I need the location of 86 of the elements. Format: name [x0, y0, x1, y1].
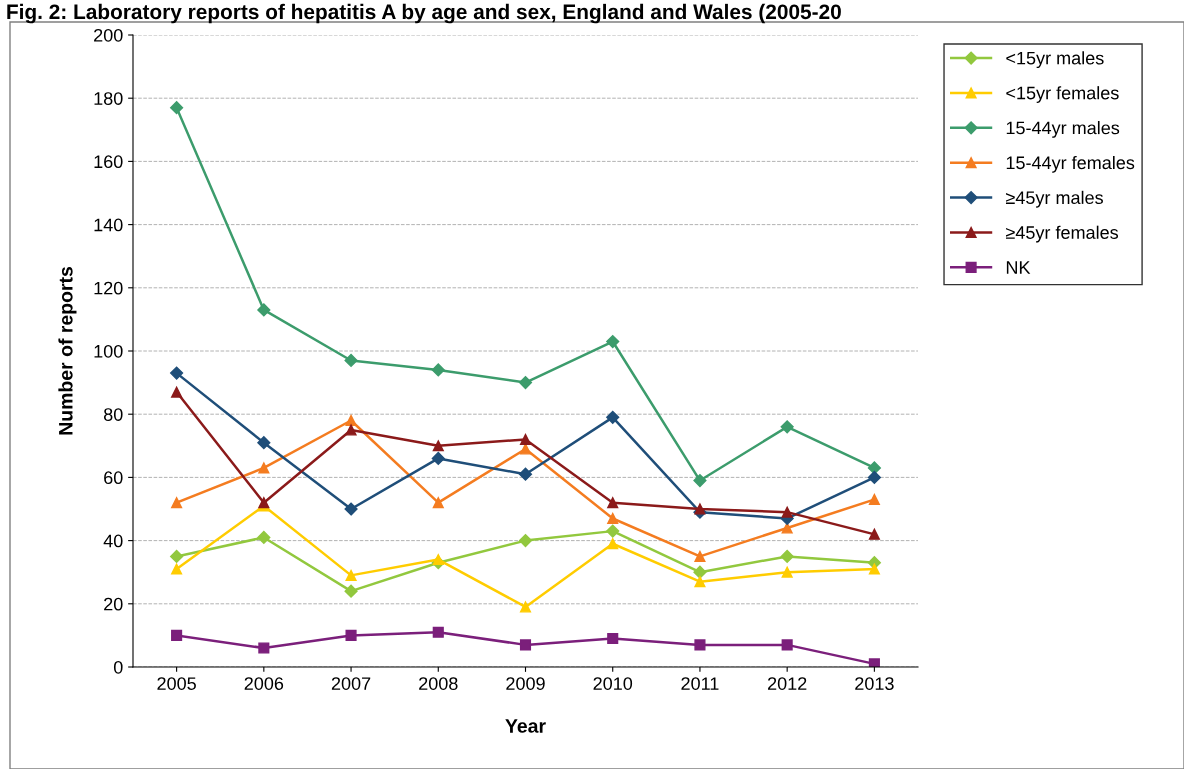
point: [345, 424, 357, 436]
y-tick-label: 60: [104, 471, 123, 485]
y-tick-label: 200: [94, 28, 123, 42]
point: [606, 334, 620, 349]
point: [170, 549, 184, 563]
point: [519, 601, 532, 613]
point: [170, 366, 184, 380]
y-tick-label: 20: [104, 597, 123, 611]
x-tick-label: 2010: [593, 677, 633, 690]
x-tick-label: 2012: [767, 677, 807, 690]
x-tick-label: 2011: [681, 677, 719, 690]
point: [780, 420, 794, 434]
point: [694, 576, 706, 588]
point: [344, 584, 358, 598]
point: [607, 512, 619, 525]
point: [519, 433, 532, 446]
point: [170, 101, 184, 115]
point: [693, 473, 707, 488]
point: [432, 440, 444, 452]
point: [519, 639, 532, 651]
point: [868, 563, 880, 575]
y-tick-label: 80: [103, 408, 123, 421]
point: [431, 363, 445, 377]
point: [345, 629, 357, 641]
legend-label: 15-44yr males: [1006, 121, 1120, 138]
y-tick-label: 160: [94, 155, 123, 169]
point: [867, 470, 881, 484]
point: [607, 497, 619, 509]
y-tick-label: 0: [113, 660, 123, 674]
point: [518, 467, 533, 481]
legend-label: ≥45yr females: [1005, 225, 1119, 243]
point: [258, 462, 270, 474]
point: [171, 497, 183, 509]
point: [781, 639, 793, 651]
y-tick-label: 100: [94, 344, 123, 358]
x-tick-label: 2009: [506, 677, 545, 690]
y-tick-label: 140: [94, 218, 123, 232]
point: [780, 549, 794, 563]
legend-label: <15yr males: [1006, 51, 1104, 69]
point: [345, 414, 357, 427]
point: [606, 524, 620, 538]
point: [432, 497, 444, 509]
point: [257, 530, 271, 545]
y-axis-title: Number of reports: [58, 266, 77, 435]
point: [868, 658, 880, 667]
point: [345, 569, 357, 581]
point: [518, 534, 533, 548]
point: [781, 506, 793, 518]
point: [432, 554, 444, 566]
point: [171, 563, 183, 575]
point: [694, 639, 706, 651]
x-tick-label: 2007: [331, 677, 371, 690]
point: [607, 538, 619, 550]
point: [432, 626, 444, 638]
point: [868, 528, 880, 540]
point: [344, 353, 358, 368]
chart-title: Fig. 2: Laboratory reports of hepatitis A by age and sex, England and Wales (2005-20: [7, 3, 841, 24]
x-axis-title: Year: [505, 719, 546, 733]
y-tick-label: 120: [94, 281, 123, 295]
legend-label: NK: [1006, 261, 1031, 274]
point: [867, 461, 881, 475]
point: [694, 550, 706, 562]
y-tick-label: 180: [94, 92, 123, 105]
point: [431, 451, 445, 466]
point: [344, 502, 358, 516]
point: [781, 522, 793, 534]
point: [693, 565, 707, 579]
point: [257, 436, 271, 450]
legend-label: ≥45yr males: [1005, 190, 1103, 208]
point: [518, 376, 533, 390]
legend-label: <15yr females: [1006, 86, 1119, 103]
x-tick-label: 2013: [855, 677, 894, 690]
point: [606, 410, 620, 424]
x-tick-label: 2005: [157, 677, 196, 690]
y-tick-label: 40: [103, 534, 123, 548]
point: [257, 303, 271, 317]
point: [258, 642, 270, 654]
point: [868, 493, 880, 506]
point: [607, 633, 619, 645]
x-tick-label: 2006: [244, 677, 284, 690]
point: [171, 629, 183, 641]
x-tick-label: 2008: [419, 677, 458, 690]
legend-label: 15-44yr females: [1006, 155, 1135, 173]
point: [694, 503, 706, 515]
point: [171, 386, 183, 398]
point: [781, 566, 793, 578]
